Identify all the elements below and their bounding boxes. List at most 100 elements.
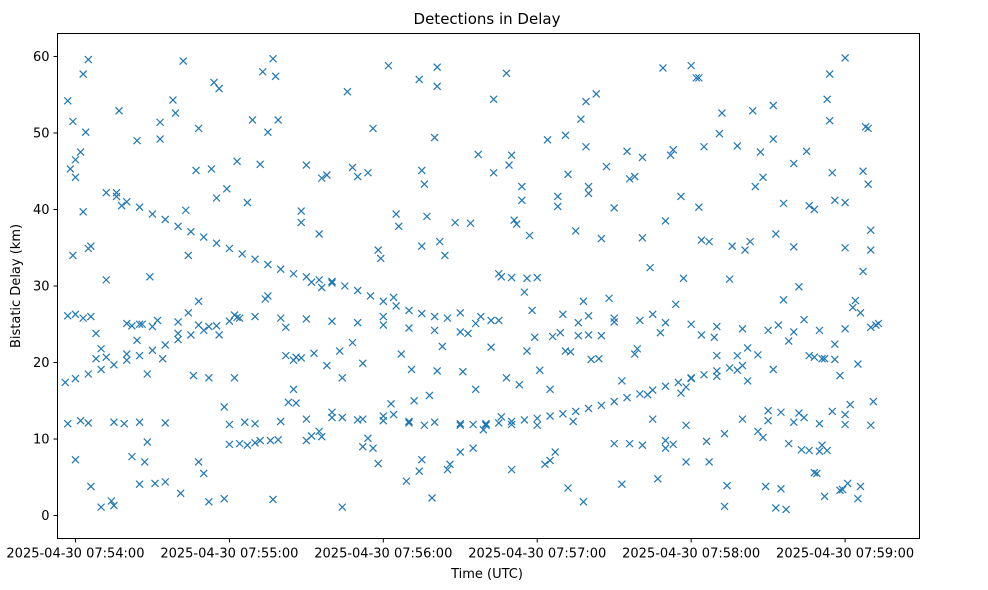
data-point-x-marker	[530, 333, 539, 342]
data-point-x-marker	[520, 288, 529, 297]
data-point-x-marker	[115, 106, 123, 115]
data-point-x-marker	[854, 494, 862, 503]
data-point-x-marker	[841, 410, 850, 419]
data-point-x-marker	[366, 292, 375, 300]
data-point-x-marker	[769, 135, 778, 144]
y-tick-label: 10	[33, 433, 50, 448]
data-point-x-marker	[122, 197, 131, 206]
data-point-x-marker	[779, 295, 788, 304]
data-point-x-marker	[520, 415, 529, 424]
data-point-x-marker	[669, 440, 678, 449]
data-point-x-marker	[718, 109, 726, 118]
data-point-x-marker	[576, 115, 585, 124]
data-point-x-marker	[630, 350, 639, 359]
data-point-x-marker	[184, 251, 193, 260]
data-point-x-marker	[535, 366, 544, 375]
data-point-x-marker	[697, 236, 706, 245]
data-point-x-marker	[425, 391, 434, 400]
data-point-x-marker	[866, 323, 875, 332]
data-point-x-marker	[405, 417, 413, 426]
data-point-x-marker	[671, 300, 680, 309]
data-point-x-marker	[571, 226, 580, 235]
data-point-x-marker	[843, 479, 852, 488]
data-point-x-marker	[405, 324, 413, 333]
data-point-x-marker	[676, 389, 685, 398]
data-point-x-marker	[533, 421, 542, 430]
data-point-x-marker	[805, 351, 814, 360]
data-point-x-marker	[348, 338, 357, 347]
data-point-x-marker	[120, 419, 129, 428]
data-point-x-marker	[712, 351, 721, 360]
data-point-x-marker	[479, 425, 488, 434]
data-point-x-marker	[156, 118, 165, 127]
data-point-x-marker	[384, 61, 393, 70]
data-point-x-marker	[289, 269, 298, 278]
data-point-x-marker	[512, 220, 521, 228]
data-point-x-marker	[192, 166, 200, 175]
data-point-x-marker	[297, 218, 306, 227]
data-point-x-marker	[194, 297, 203, 306]
data-point-x-marker	[161, 477, 170, 486]
data-point-x-marker	[659, 64, 667, 72]
data-point-x-marker	[456, 419, 465, 428]
data-point-x-marker	[648, 310, 657, 319]
data-point-x-marker	[705, 458, 714, 466]
data-point-x-marker	[469, 420, 478, 429]
plot-area	[57, 33, 920, 539]
data-point-x-marker	[307, 432, 316, 440]
data-point-x-marker	[507, 151, 516, 160]
data-point-x-marker	[830, 196, 839, 205]
data-point-x-marker	[63, 311, 72, 320]
data-point-x-marker	[338, 503, 347, 512]
data-point-x-marker	[553, 192, 562, 201]
data-point-x-marker	[597, 401, 606, 410]
data-point-x-marker	[353, 286, 362, 295]
data-point-x-marker	[97, 503, 106, 512]
data-point-x-marker	[866, 246, 875, 254]
data-point-x-marker	[363, 168, 372, 177]
data-point-x-marker	[269, 54, 277, 63]
data-point-x-marker	[846, 400, 855, 409]
data-point-x-marker	[266, 436, 275, 445]
data-point-x-marker	[700, 370, 708, 379]
data-point-x-marker	[194, 124, 203, 133]
data-point-x-marker	[623, 393, 631, 402]
data-point-x-marker	[497, 412, 506, 421]
data-point-x-marker	[225, 420, 234, 429]
data-point-x-marker	[635, 389, 644, 398]
data-point-x-marker	[756, 148, 765, 157]
data-point-x-marker	[820, 354, 829, 363]
data-point-x-marker	[764, 326, 773, 335]
data-point-x-marker	[263, 128, 272, 137]
data-point-x-marker	[759, 173, 767, 182]
data-point-x-marker	[474, 150, 483, 159]
data-point-x-marker	[174, 329, 183, 338]
data-point-x-marker	[243, 441, 252, 450]
data-point-x-marker	[97, 344, 106, 353]
data-point-x-marker	[666, 151, 675, 160]
data-point-x-marker	[420, 180, 429, 189]
data-point-x-marker	[199, 469, 208, 478]
data-point-x-marker	[110, 418, 118, 427]
data-point-x-marker	[276, 417, 285, 426]
x-tick-label: 2025-04-30 07:59:00	[776, 547, 914, 562]
data-point-x-marker	[856, 482, 865, 491]
data-point-x-marker	[523, 347, 531, 355]
data-point-x-marker	[743, 376, 752, 385]
data-point-x-marker	[464, 329, 472, 338]
data-point-x-marker	[623, 147, 631, 156]
data-point-x-marker	[92, 329, 100, 338]
data-point-x-marker	[802, 147, 811, 156]
data-point-x-marker	[782, 505, 791, 514]
data-point-x-marker	[405, 419, 413, 427]
data-point-x-marker	[433, 82, 442, 91]
data-point-x-marker	[456, 308, 465, 317]
data-point-x-marker	[523, 274, 531, 283]
data-point-x-marker	[746, 237, 755, 246]
data-point-x-marker	[212, 239, 221, 248]
data-point-x-marker	[789, 159, 798, 168]
data-point-x-marker	[682, 421, 690, 430]
data-point-x-marker	[784, 337, 793, 346]
data-point-x-marker	[864, 180, 873, 189]
data-point-x-marker	[215, 84, 224, 93]
